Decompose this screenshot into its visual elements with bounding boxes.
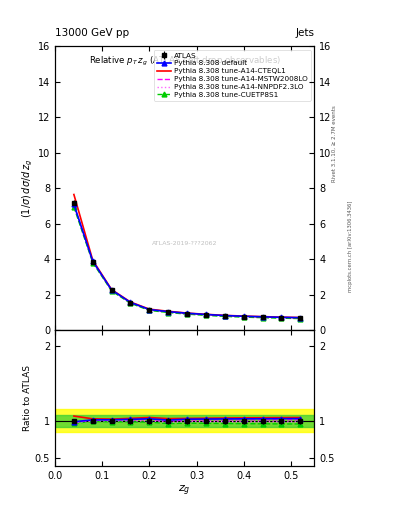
Line: Pythia 8.308 tune-A14-CTEQL1: Pythia 8.308 tune-A14-CTEQL1 (74, 195, 300, 317)
Pythia 8.308 tune-A14-NNPDF2.3LO (109, 287, 114, 293)
Pythia 8.308 default (185, 310, 189, 316)
Pythia 8.308 default (109, 287, 114, 293)
Text: ATLAS-2019-???2062: ATLAS-2019-???2062 (152, 241, 217, 246)
Pythia 8.308 tune-A14-NNPDF2.3LO (260, 314, 265, 321)
X-axis label: $z_g$: $z_g$ (178, 483, 191, 498)
Text: Rivet 3.1.10, ≥ 2.7M events: Rivet 3.1.10, ≥ 2.7M events (332, 105, 337, 182)
Pythia 8.308 tune-CUETP8S1 (279, 315, 284, 322)
Pythia 8.308 default (72, 201, 76, 207)
Pythia 8.308 default (90, 258, 95, 264)
Pythia 8.308 tune-A14-NNPDF2.3LO (128, 300, 133, 306)
Pythia 8.308 default (298, 314, 303, 321)
Pythia 8.308 default (166, 309, 171, 315)
Pythia 8.308 tune-A14-CTEQL1 (72, 191, 76, 198)
Pythia 8.308 tune-A14-MSTW2008LO (90, 259, 95, 265)
Pythia 8.308 default (260, 314, 265, 320)
Line: Pythia 8.308 tune-CUETP8S1: Pythia 8.308 tune-CUETP8S1 (72, 204, 303, 321)
Pythia 8.308 tune-CUETP8S1 (185, 311, 189, 317)
Pythia 8.308 tune-A14-NNPDF2.3LO (241, 314, 246, 320)
Pythia 8.308 tune-A14-NNPDF2.3LO (166, 309, 171, 315)
Pythia 8.308 tune-A14-MSTW2008LO (260, 314, 265, 320)
Pythia 8.308 default (128, 300, 133, 306)
Pythia 8.308 tune-CUETP8S1 (298, 315, 303, 322)
Pythia 8.308 tune-A14-CTEQL1 (109, 287, 114, 293)
Pythia 8.308 tune-CUETP8S1 (241, 314, 246, 320)
Pythia 8.308 tune-CUETP8S1 (260, 314, 265, 321)
Pythia 8.308 tune-A14-NNPDF2.3LO (204, 312, 208, 318)
Pythia 8.308 tune-A14-CTEQL1 (260, 313, 265, 319)
Pythia 8.308 tune-A14-CTEQL1 (185, 310, 189, 316)
Pythia 8.308 tune-A14-NNPDF2.3LO (222, 313, 227, 319)
Text: 13000 GeV pp: 13000 GeV pp (55, 28, 129, 38)
Pythia 8.308 tune-A14-MSTW2008LO (128, 300, 133, 306)
Pythia 8.308 tune-A14-NNPDF2.3LO (279, 315, 284, 321)
Pythia 8.308 tune-A14-NNPDF2.3LO (90, 259, 95, 265)
Pythia 8.308 tune-A14-MSTW2008LO (222, 313, 227, 319)
Pythia 8.308 tune-A14-MSTW2008LO (279, 314, 284, 321)
Line: Pythia 8.308 tune-A14-MSTW2008LO: Pythia 8.308 tune-A14-MSTW2008LO (74, 205, 300, 318)
Bar (55, 415, 314, 427)
Pythia 8.308 tune-A14-MSTW2008LO (147, 307, 152, 313)
Pythia 8.308 tune-A14-MSTW2008LO (166, 309, 171, 315)
Pythia 8.308 tune-A14-CTEQL1 (166, 308, 171, 314)
Pythia 8.308 default (222, 312, 227, 318)
Pythia 8.308 tune-A14-MSTW2008LO (241, 313, 246, 319)
Pythia 8.308 tune-CUETP8S1 (166, 309, 171, 315)
Pythia 8.308 tune-A14-MSTW2008LO (109, 287, 114, 293)
Legend: ATLAS, Pythia 8.308 default, Pythia 8.308 tune-A14-CTEQL1, Pythia 8.308 tune-A14: ATLAS, Pythia 8.308 default, Pythia 8.30… (154, 50, 311, 101)
Pythia 8.308 tune-A14-CTEQL1 (222, 312, 227, 318)
Text: Jets: Jets (296, 28, 314, 38)
Pythia 8.308 tune-A14-MSTW2008LO (72, 202, 76, 208)
Y-axis label: $(1/\sigma)\,d\sigma/d\,z_g$: $(1/\sigma)\,d\sigma/d\,z_g$ (20, 159, 35, 218)
Pythia 8.308 default (204, 311, 208, 317)
Pythia 8.308 tune-A14-CTEQL1 (128, 299, 133, 305)
Pythia 8.308 tune-A14-NNPDF2.3LO (72, 203, 76, 209)
Pythia 8.308 tune-A14-NNPDF2.3LO (185, 311, 189, 317)
Y-axis label: Ratio to ATLAS: Ratio to ATLAS (23, 365, 32, 431)
Pythia 8.308 tune-A14-CTEQL1 (298, 314, 303, 321)
Pythia 8.308 tune-A14-CTEQL1 (147, 306, 152, 312)
Pythia 8.308 default (279, 314, 284, 321)
Pythia 8.308 tune-A14-NNPDF2.3LO (147, 307, 152, 313)
Pythia 8.308 tune-CUETP8S1 (204, 312, 208, 318)
Pythia 8.308 tune-A14-CTEQL1 (279, 314, 284, 320)
Pythia 8.308 tune-A14-MSTW2008LO (185, 310, 189, 316)
Pythia 8.308 tune-A14-CTEQL1 (90, 257, 95, 263)
Pythia 8.308 tune-A14-CTEQL1 (241, 313, 246, 319)
Pythia 8.308 tune-A14-MSTW2008LO (204, 312, 208, 318)
Pythia 8.308 tune-A14-MSTW2008LO (298, 315, 303, 321)
Pythia 8.308 tune-CUETP8S1 (72, 204, 76, 210)
Pythia 8.308 tune-CUETP8S1 (90, 260, 95, 266)
Pythia 8.308 tune-A14-NNPDF2.3LO (298, 315, 303, 322)
Pythia 8.308 tune-CUETP8S1 (222, 313, 227, 319)
Pythia 8.308 tune-CUETP8S1 (147, 307, 152, 313)
Pythia 8.308 default (241, 313, 246, 319)
Line: Pythia 8.308 default: Pythia 8.308 default (72, 202, 303, 320)
Text: mcplots.cern.ch [arXiv:1306.3436]: mcplots.cern.ch [arXiv:1306.3436] (348, 200, 353, 291)
Pythia 8.308 tune-A14-CTEQL1 (204, 311, 208, 317)
Text: Relative $p_T\,z_g$ (ATLAS soft-drop observables): Relative $p_T\,z_g$ (ATLAS soft-drop obs… (89, 55, 281, 68)
Pythia 8.308 tune-CUETP8S1 (128, 300, 133, 306)
Line: Pythia 8.308 tune-A14-NNPDF2.3LO: Pythia 8.308 tune-A14-NNPDF2.3LO (74, 206, 300, 318)
Pythia 8.308 default (147, 307, 152, 313)
Bar (55, 410, 314, 432)
Pythia 8.308 tune-CUETP8S1 (109, 288, 114, 294)
